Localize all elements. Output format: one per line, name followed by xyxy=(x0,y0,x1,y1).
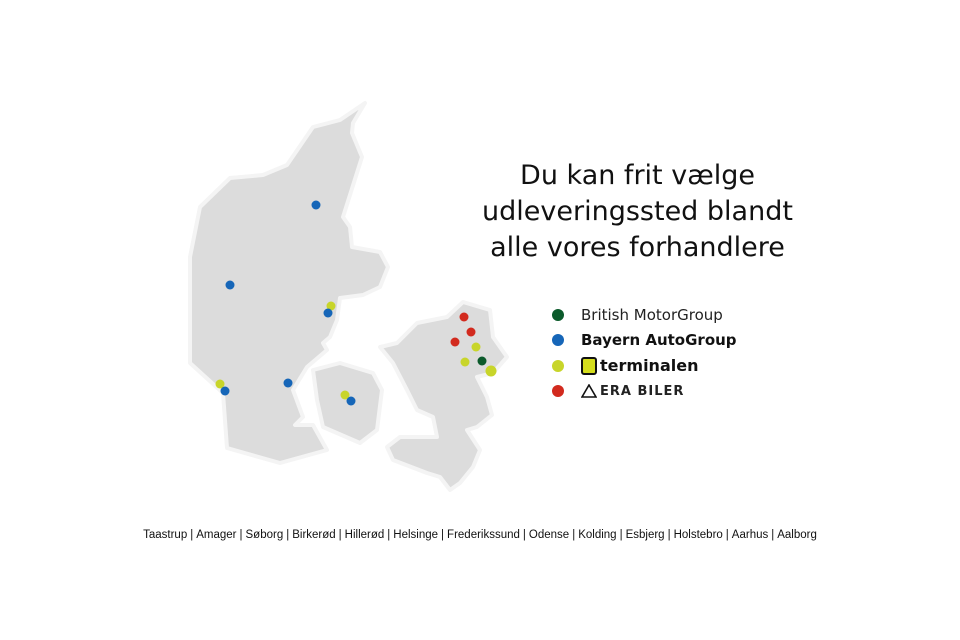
city-name: Amager xyxy=(196,529,237,541)
city-name: Hillerød xyxy=(344,529,385,541)
dealer-marker xyxy=(311,200,321,210)
dealer-marker xyxy=(346,396,356,406)
legend-item-british-motorgroup: British MotorGroup xyxy=(552,302,737,328)
dealer-marker xyxy=(477,356,487,366)
dealer-marker xyxy=(225,280,235,290)
city-name: Helsinge xyxy=(393,529,439,541)
headline: Du kan frit vælge udleveringssted blandt… xyxy=(470,158,805,266)
dealer-marker xyxy=(220,386,230,396)
legend-label: terminalen xyxy=(600,356,699,376)
city-name: Holstebro xyxy=(673,529,723,541)
separator: | xyxy=(725,529,729,541)
headline-line: alle vores forhandlere xyxy=(490,232,785,263)
dealer-marker xyxy=(485,365,497,377)
city-list: Taastrup | Amager | Søborg | Birkerød | Hillerød… xyxy=(0,529,960,541)
separator: | xyxy=(387,529,391,541)
separator: | xyxy=(522,529,526,541)
separator: | xyxy=(619,529,623,541)
region-jutland xyxy=(188,101,390,465)
city-name: Taastrup xyxy=(143,529,188,541)
headline-line: Du kan frit vælge xyxy=(520,160,755,191)
era-triangle-icon xyxy=(581,384,597,399)
separator: | xyxy=(239,529,243,541)
headline-line: udleveringssted blandt xyxy=(482,196,793,227)
dot-icon xyxy=(552,334,564,347)
separator: | xyxy=(441,529,445,541)
separator: | xyxy=(771,529,775,541)
city-name: Aarhus xyxy=(731,529,769,541)
dot-icon xyxy=(552,359,564,372)
dealer-marker xyxy=(466,327,476,337)
legend-label: ERA BILER xyxy=(600,383,685,399)
dot-icon xyxy=(552,308,564,321)
terminalen-logo-icon xyxy=(581,356,597,375)
city-name: Odense xyxy=(528,529,570,541)
dot-icon xyxy=(552,385,564,398)
dealer-marker xyxy=(283,378,293,388)
legend-item-terminalen: terminalen xyxy=(552,353,737,379)
dealer-marker xyxy=(460,357,470,367)
separator: | xyxy=(286,529,290,541)
separator: | xyxy=(190,529,194,541)
city-name: Esbjerg xyxy=(625,529,665,541)
legend-item-era-biler: ERA BILER xyxy=(552,379,737,405)
dealer-marker xyxy=(215,379,225,389)
region-zealand xyxy=(378,300,509,492)
separator: | xyxy=(667,529,671,541)
separator: | xyxy=(338,529,342,541)
dealer-marker xyxy=(450,337,460,347)
city-name: Birkerød xyxy=(292,529,336,541)
dealer-marker xyxy=(326,301,336,311)
city-name: Kolding xyxy=(578,529,617,541)
dealer-marker xyxy=(471,342,481,352)
dealer-marker xyxy=(323,308,333,318)
city-name: Frederikssund xyxy=(447,529,520,541)
legend: British MotorGroup Bayern AutoGroup term… xyxy=(552,302,737,404)
dealer-marker xyxy=(340,390,350,400)
legend-label: Bayern AutoGroup xyxy=(581,331,737,350)
dealer-marker xyxy=(459,312,469,322)
legend-label: British MotorGroup xyxy=(581,305,723,324)
city-name: Søborg xyxy=(245,529,284,541)
legend-item-bayern-autogroup: Bayern AutoGroup xyxy=(552,328,737,354)
city-name: Aalborg xyxy=(777,529,817,541)
separator: | xyxy=(572,529,576,541)
